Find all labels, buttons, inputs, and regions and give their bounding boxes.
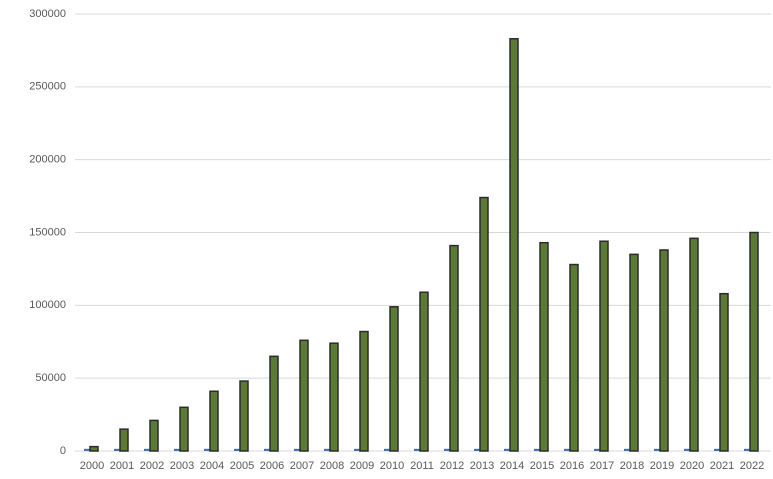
bar (479, 196, 489, 452)
bar (299, 339, 309, 452)
bar (234, 448, 240, 451)
bar (179, 406, 189, 452)
y-tick-label: 0 (60, 445, 66, 457)
y-tick-label: 250000 (29, 81, 66, 93)
x-tick-label: 2006 (260, 460, 284, 472)
y-tick-label: 50000 (35, 372, 66, 384)
bar (144, 448, 150, 451)
bar (594, 448, 600, 451)
x-tick-label: 2021 (710, 460, 734, 472)
y-tick-label: 200000 (29, 154, 66, 166)
x-tick-label: 2001 (110, 460, 134, 472)
bar (119, 428, 129, 452)
x-tick-label: 2019 (650, 460, 674, 472)
bar (384, 448, 390, 451)
y-tick-label: 100000 (29, 299, 66, 311)
bar (269, 355, 279, 452)
bar (324, 448, 330, 451)
bar (359, 330, 369, 452)
bar (444, 448, 450, 451)
bar (204, 448, 210, 451)
bar (264, 448, 270, 451)
bar (239, 380, 249, 452)
bar (174, 448, 180, 451)
x-tick-label: 2010 (380, 460, 404, 472)
x-tick-label: 2004 (200, 460, 224, 472)
bar (564, 448, 570, 451)
bar (389, 306, 399, 452)
bar (624, 448, 630, 451)
x-tick-label: 2016 (560, 460, 584, 472)
bar (504, 448, 510, 451)
x-tick-label: 2013 (470, 460, 494, 472)
x-tick-label: 2020 (680, 460, 704, 472)
bar (654, 448, 660, 451)
x-tick-label: 2007 (290, 460, 314, 472)
x-tick-label: 2009 (350, 460, 374, 472)
bar (629, 253, 639, 452)
y-tick-label: 150000 (29, 226, 66, 238)
x-tick-label: 2022 (740, 460, 764, 472)
x-tick-label: 2014 (500, 460, 524, 472)
bar (534, 448, 540, 451)
bar (84, 448, 90, 451)
bar (419, 291, 429, 452)
x-tick-label: 2015 (530, 460, 554, 472)
x-tick-label: 2012 (440, 460, 464, 472)
bar (329, 342, 339, 452)
bar (294, 448, 300, 451)
x-tick-label: 2017 (590, 460, 614, 472)
bar (599, 240, 609, 452)
bar (539, 241, 549, 452)
x-tick-label: 2000 (80, 460, 104, 472)
x-tick-label: 2002 (140, 460, 164, 472)
y-tick-label: 300000 (29, 8, 66, 20)
bar (354, 448, 360, 451)
bar (684, 448, 690, 451)
bar (569, 263, 579, 452)
bar (689, 237, 699, 452)
x-tick-label: 2011 (410, 460, 434, 472)
x-tick-label: 2005 (230, 460, 254, 472)
bar (474, 448, 480, 451)
x-tick-label: 2003 (170, 460, 194, 472)
x-tick-label: 2008 (320, 460, 344, 472)
bar (414, 448, 420, 451)
bar (719, 292, 729, 452)
bar (659, 249, 669, 452)
bar (744, 448, 750, 451)
bar (89, 445, 99, 452)
bar (449, 244, 459, 452)
bar (509, 38, 519, 452)
x-tick-label: 2018 (620, 460, 644, 472)
bar (149, 419, 159, 452)
bar (714, 448, 720, 451)
bar (209, 390, 219, 452)
bar (749, 231, 759, 452)
bar (114, 448, 120, 451)
